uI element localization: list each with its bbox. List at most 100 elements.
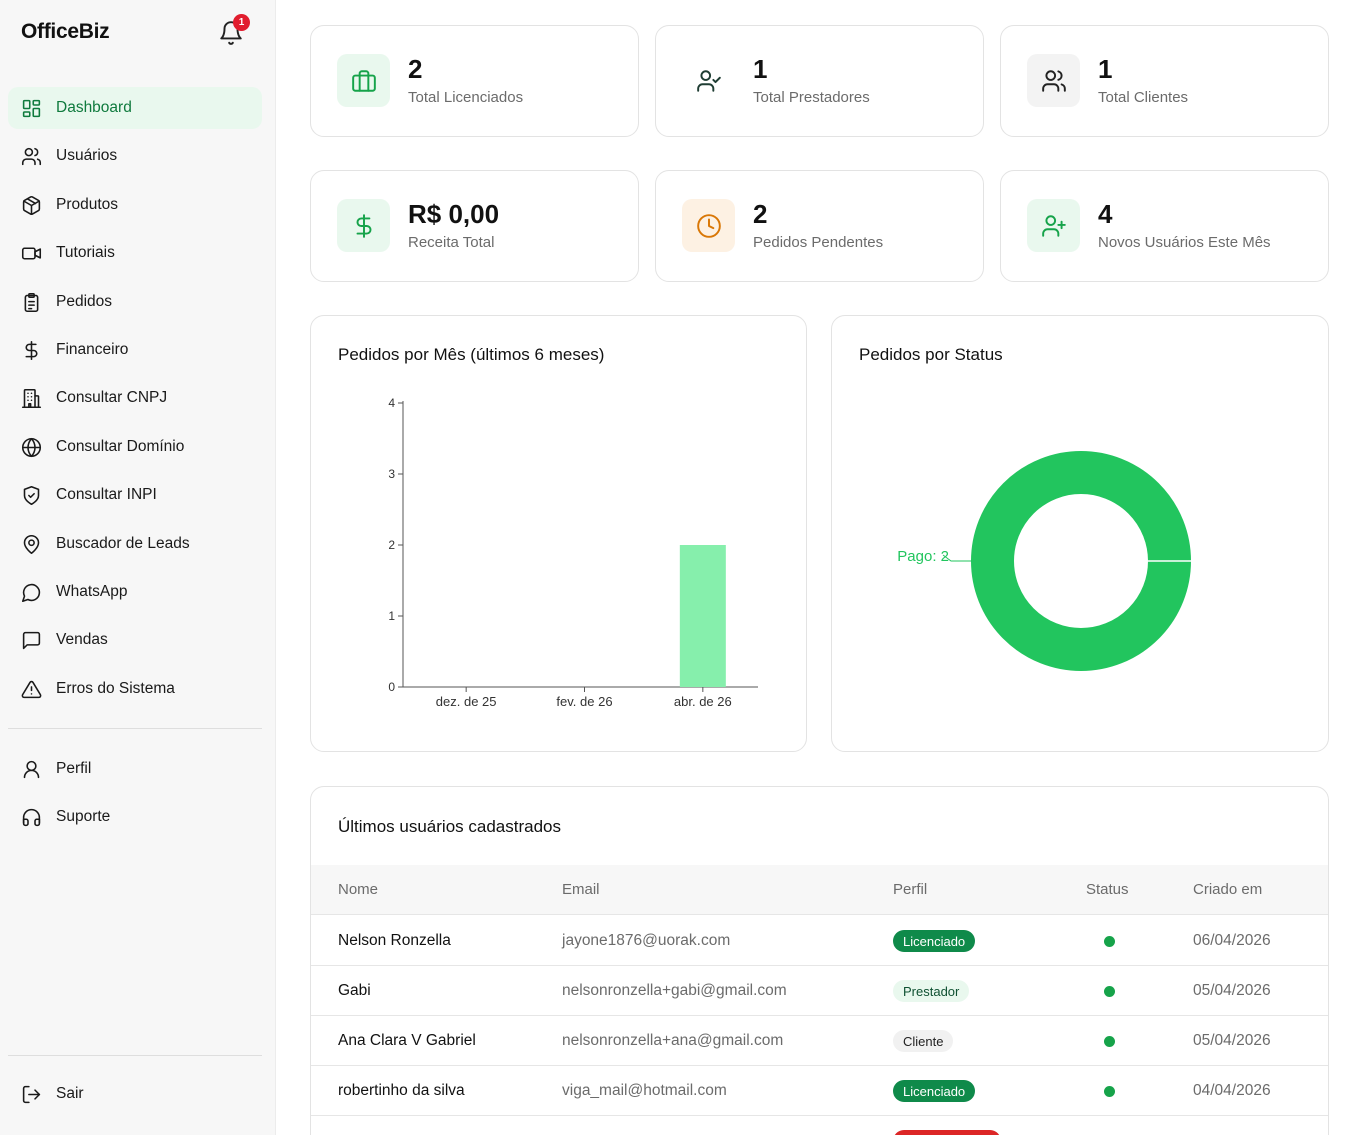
- sidebar-divider: [8, 1055, 262, 1056]
- message-square-icon: [20, 629, 42, 651]
- column-header: Status: [1086, 881, 1129, 898]
- user-name: Gabi: [338, 982, 371, 999]
- x-tick-label: dez. de 25: [436, 694, 497, 709]
- orders-by-status-title: Pedidos por Status: [859, 345, 1003, 364]
- stat-label: Receita Total: [408, 234, 495, 251]
- sidebar-divider: [8, 728, 262, 729]
- x-tick-label: abr. de 26: [674, 694, 732, 709]
- column-header: Nome: [338, 881, 379, 898]
- sidebar-item-tutoriais[interactable]: Tutoriais: [8, 232, 262, 274]
- role-badge: Cliente: [893, 1030, 954, 1052]
- user-email: viga_mail@hotmail.com: [562, 1082, 727, 1099]
- stat-value: 1: [1098, 54, 1113, 84]
- sidebar-item-financeiro[interactable]: Financeiro: [8, 329, 262, 371]
- pie-slice: [971, 451, 1191, 671]
- sidebar-item-produtos[interactable]: Produtos: [8, 184, 262, 226]
- table-row[interactable]: [311, 1116, 1328, 1135]
- created-date: 05/04/2026: [1193, 982, 1271, 999]
- column-header: Perfil: [893, 881, 928, 898]
- sidebar-item-buscador-de-leads[interactable]: Buscador de Leads: [8, 523, 262, 565]
- status-dot: [1104, 936, 1115, 947]
- sidebar-item-label: Usuários: [56, 147, 118, 164]
- stat-card: 1 Total Clientes: [1000, 25, 1329, 137]
- sidebar-item-consultar-dominio[interactable]: Consultar Domínio: [8, 426, 262, 468]
- stat-value: 2: [753, 199, 768, 229]
- sidebar-item-label: Produtos: [56, 196, 119, 213]
- status-dot: [1104, 1086, 1115, 1097]
- orders-by-status-chart: Pago: 2: [897, 451, 1191, 671]
- y-tick-label: 2: [388, 538, 395, 552]
- sidebar-item-consultar-inpi[interactable]: Consultar INPI: [8, 474, 262, 516]
- logout-icon: [20, 1083, 42, 1105]
- role-badge: Licenciado: [893, 1080, 976, 1102]
- y-tick-label: 4: [388, 396, 395, 410]
- clipboard-icon: [20, 291, 42, 313]
- column-header: Email: [562, 881, 600, 898]
- user-email: jayone1876@uorak.com: [562, 932, 731, 949]
- stat-value: 1: [753, 54, 768, 84]
- sidebar-item-dashboard[interactable]: Dashboard: [8, 87, 262, 129]
- sidebar-item-label: Suporte: [56, 808, 111, 825]
- sidebar-item-perfil[interactable]: Perfil: [8, 748, 262, 790]
- building-icon: [20, 387, 42, 409]
- user-name: Nelson Ronzella: [338, 932, 451, 949]
- sidebar-item-label: Erros do Sistema: [56, 680, 175, 697]
- latest-users-panel: Últimos usuários cadastrados Nome Email …: [310, 786, 1329, 1135]
- table-row[interactable]: Gabi nelsonronzella+gabi@gmail.com Prestad…: [311, 966, 1328, 1016]
- sidebar-item-label: WhatsApp: [56, 583, 128, 600]
- role-badge: Licenciado: [893, 930, 976, 952]
- headphones-icon: [20, 806, 42, 828]
- table-header: Nome Email Perfil Status Criado em: [311, 865, 1328, 915]
- sidebar-item-label: Financeiro: [56, 341, 129, 358]
- user-plus-icon: [1027, 199, 1080, 252]
- message-circle-icon: [20, 581, 42, 603]
- dollar-icon: [20, 339, 42, 361]
- orders-by-status-panel: Pedidos por Status Pago: 2: [831, 315, 1329, 752]
- sidebar-item-erros-do-sistema[interactable]: Erros do Sistema: [8, 668, 262, 710]
- stat-value: 2: [408, 54, 423, 84]
- user-name: robertinho da silva: [338, 1082, 465, 1099]
- table-row[interactable]: robertinho da silva viga_mail@hotmail.com…: [311, 1066, 1328, 1116]
- role-badge: [893, 1130, 1001, 1135]
- map-pin-icon: [20, 533, 42, 555]
- brand-logo: OfficeBiz: [21, 20, 110, 43]
- latest-users-title: Últimos usuários cadastrados: [338, 817, 561, 836]
- user-name: Ana Clara V Gabriel: [338, 1032, 476, 1049]
- stat-card: 2 Total Licenciados: [310, 25, 639, 137]
- logout-label: Sair: [56, 1085, 84, 1102]
- users-icon: [20, 145, 42, 167]
- sidebar-item-label: Vendas: [56, 631, 108, 648]
- sidebar-item-consultar-cnpj[interactable]: Consultar CNPJ: [8, 377, 262, 419]
- stat-value: R$ 0,00: [408, 199, 500, 229]
- orders-by-month-panel: Pedidos por Mês (últimos 6 meses) 0 1 2 3 4 d…: [310, 315, 807, 752]
- sidebar-item-suporte[interactable]: Suporte: [8, 796, 262, 838]
- stat-card: 2 Pedidos Pendentes: [655, 170, 984, 282]
- sidebar-item-usuarios[interactable]: Usuários: [8, 135, 262, 177]
- y-tick-label: 0: [388, 680, 395, 694]
- table-row[interactable]: Ana Clara V Gabriel nelsonronzella+ana@gm…: [311, 1016, 1328, 1066]
- sidebar-item-label: Buscador de Leads: [56, 535, 190, 552]
- sidebar-item-label: Pedidos: [56, 293, 113, 310]
- slice-label: Pago: 2: [897, 548, 949, 565]
- video-icon: [20, 242, 42, 264]
- stat-label: Total Licenciados: [408, 89, 524, 106]
- created-date: 06/04/2026: [1193, 932, 1271, 949]
- sidebar: OfficeBiz 1 Dashboard Usuários Produtos Tut…: [0, 0, 276, 1135]
- status-dot: [1104, 1036, 1115, 1047]
- sidebar-item-label: Consultar Domínio: [56, 438, 185, 455]
- table-row[interactable]: Nelson Ronzella jayone1876@uorak.com Licen…: [311, 916, 1328, 966]
- y-tick-label: 1: [388, 609, 395, 623]
- user-icon: [20, 758, 42, 780]
- logout-button[interactable]: Sair: [8, 1073, 262, 1115]
- created-date: 04/04/2026: [1193, 1082, 1271, 1099]
- bell-icon[interactable]: [218, 20, 246, 48]
- sidebar-item-whatsapp[interactable]: WhatsApp: [8, 571, 262, 613]
- sidebar-item-label: Tutoriais: [56, 244, 115, 261]
- dashboard-icon: [20, 97, 42, 119]
- sidebar-item-pedidos[interactable]: Pedidos: [8, 281, 262, 323]
- notification-badge: 1: [233, 14, 250, 31]
- sidebar-item-vendas[interactable]: Vendas: [8, 619, 262, 661]
- user-email: nelsonronzella+gabi@gmail.com: [562, 982, 787, 999]
- bar: [679, 545, 726, 687]
- user-email: nelsonronzella+ana@gmail.com: [562, 1032, 784, 1049]
